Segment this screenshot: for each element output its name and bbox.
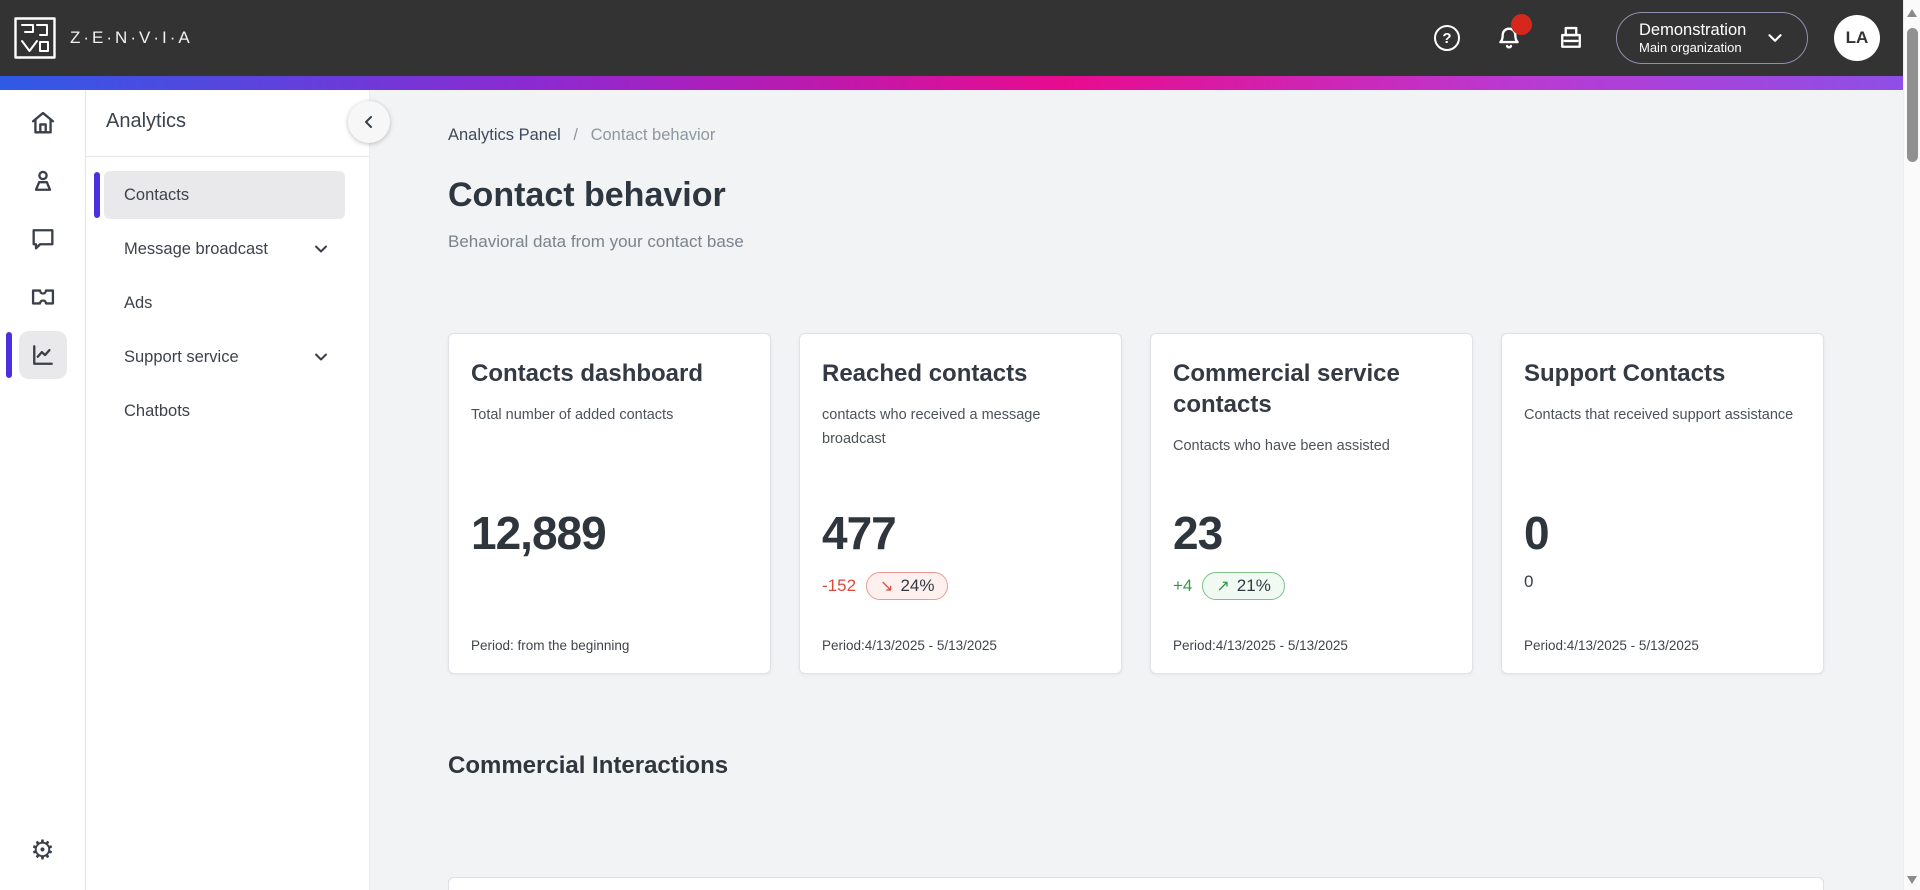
ticket-icon <box>31 289 54 305</box>
active-rail-indicator <box>5 332 12 378</box>
rail-item-conversations[interactable] <box>19 215 67 263</box>
topbar: Z·E·N·V·I·A ? Demonstration Main organiz… <box>0 0 1903 76</box>
home-icon <box>31 111 54 134</box>
card-description: Total number of added contacts <box>471 407 674 423</box>
card-period: Period: from the beginning <box>471 638 630 653</box>
card-value: 0 <box>1524 507 1550 559</box>
panel-item-label: Contacts <box>124 185 190 204</box>
zenvia-logo-icon <box>14 17 56 59</box>
panel-item-ads[interactable]: Ads <box>104 279 345 327</box>
card-title: Contacts dashboard <box>471 360 704 387</box>
trend-badge: ↘ 24% <box>866 572 949 600</box>
rail-item-analytics[interactable] <box>5 331 67 379</box>
organization-subtitle: Main organization <box>1639 40 1742 56</box>
panel-title: Analytics <box>106 110 187 132</box>
kpi-cards-row: Contacts dashboard Total number of added… <box>448 333 1903 674</box>
card-title: Commercial service contacts <box>1173 360 1400 418</box>
commercial-interactions-card <box>448 877 1824 890</box>
card-description: Contacts that received support assistanc… <box>1524 407 1794 423</box>
gear-icon: ⚙ <box>30 834 55 865</box>
collapse-panel-button[interactable] <box>348 101 390 143</box>
print-button[interactable] <box>1554 21 1588 55</box>
user-avatar[interactable]: LA <box>1834 15 1880 61</box>
card-contacts-dashboard: Contacts dashboard Total number of added… <box>448 333 771 674</box>
card-period: Period:4/13/2025 - 5/13/2025 <box>1173 638 1348 653</box>
panel-item-label: Ads <box>124 293 153 312</box>
chat-bubble-icon <box>31 229 53 250</box>
card-reached-contacts: Reached contacts contacts who received a… <box>799 333 1122 674</box>
help-icon: ? <box>1434 25 1460 51</box>
card-delta-row: +4 ↗ 21% <box>1173 572 1285 600</box>
card-value: 477 <box>822 507 897 559</box>
notification-unread-badge <box>1511 14 1532 35</box>
panel-divider <box>86 156 369 157</box>
panel-item-label: Message broadcast <box>124 239 268 258</box>
card-value: 23 <box>1173 507 1223 559</box>
card-support-contacts: Support Contacts Contacts that received … <box>1501 333 1824 674</box>
card-period: Period:4/13/2025 - 5/13/2025 <box>822 638 997 653</box>
card-delta-row: 0 <box>1524 572 1533 592</box>
panel-item-contacts[interactable]: Contacts <box>94 171 345 219</box>
delta-value: +4 <box>1173 576 1193 595</box>
person-icon <box>34 170 51 191</box>
breadcrumb-current: Contact behavior <box>590 126 716 144</box>
rail-item-contacts[interactable] <box>19 157 67 205</box>
rail-item-campaigns[interactable] <box>19 273 67 321</box>
settings-button[interactable]: ⚙ <box>19 826 67 874</box>
help-button[interactable]: ? <box>1430 21 1464 55</box>
panel-item-support-service[interactable]: Support service <box>104 333 345 381</box>
chevron-left-icon <box>365 116 372 128</box>
panel-item-label: Support service <box>124 347 239 366</box>
trend-down-icon: ↘ <box>880 578 894 595</box>
chevron-down-icon <box>1768 34 1782 42</box>
bell-icon <box>1499 27 1519 49</box>
page-title: Contact behavior <box>448 176 726 214</box>
card-value: 12,889 <box>471 507 607 559</box>
page-scrollbar[interactable] <box>1903 0 1920 890</box>
organization-switcher[interactable]: Demonstration Main organization <box>1616 12 1808 64</box>
organization-name: Demonstration <box>1639 20 1747 39</box>
page-subtitle: Behavioral data from your contact base <box>448 232 744 251</box>
card-period: Period:4/13/2025 - 5/13/2025 <box>1524 638 1699 653</box>
panel-item-label: Chatbots <box>124 401 191 420</box>
trend-percent: 21% <box>1236 576 1271 595</box>
chevron-down-icon <box>315 245 327 253</box>
scrollbar-thumb[interactable] <box>1907 28 1918 162</box>
card-title: Support Contacts <box>1524 360 1726 387</box>
trend-badge: ↗ 21% <box>1202 572 1285 600</box>
printer-icon <box>1561 26 1581 48</box>
brand-wordmark: Z·E·N·V·I·A <box>70 28 193 47</box>
scrollbar-up-arrow[interactable] <box>1907 9 1917 17</box>
card-commercial-service-contacts: Commercial service contacts Contacts who… <box>1150 333 1473 674</box>
analytics-panel: Analytics Contacts Message broadcast Ads… <box>86 90 390 890</box>
line-chart-icon <box>32 345 53 365</box>
rail-item-home[interactable] <box>19 99 67 147</box>
panel-item-message-broadcast[interactable]: Message broadcast <box>104 225 345 273</box>
chevron-down-icon <box>315 353 327 361</box>
scrollbar-down-arrow[interactable] <box>1907 876 1917 884</box>
main-content: Analytics Panel / Contact behavior Conta… <box>370 90 1903 890</box>
breadcrumb-analytics-panel[interactable]: Analytics Panel <box>448 126 561 144</box>
trend-up-icon: ↗ <box>1216 578 1230 595</box>
section-title-commercial-interactions: Commercial Interactions <box>448 752 729 779</box>
delta-value: 0 <box>1524 572 1534 591</box>
card-description: contacts who received a message broadcas… <box>822 407 1041 447</box>
breadcrumb: Analytics Panel / Contact behavior <box>448 123 1903 147</box>
delta-value: -152 <box>822 576 857 595</box>
card-delta-row: -152 ↘ 24% <box>822 572 949 600</box>
breadcrumb-separator: / <box>573 126 578 144</box>
icon-rail: ⚙ <box>0 90 86 890</box>
trend-percent: 24% <box>900 576 935 595</box>
brand-gradient-bar <box>0 76 1903 90</box>
notifications-button[interactable] <box>1492 14 1532 55</box>
card-description: Contacts who have been assisted <box>1173 438 1390 454</box>
panel-item-chatbots[interactable]: Chatbots <box>104 387 345 435</box>
card-title: Reached contacts <box>822 360 1028 387</box>
